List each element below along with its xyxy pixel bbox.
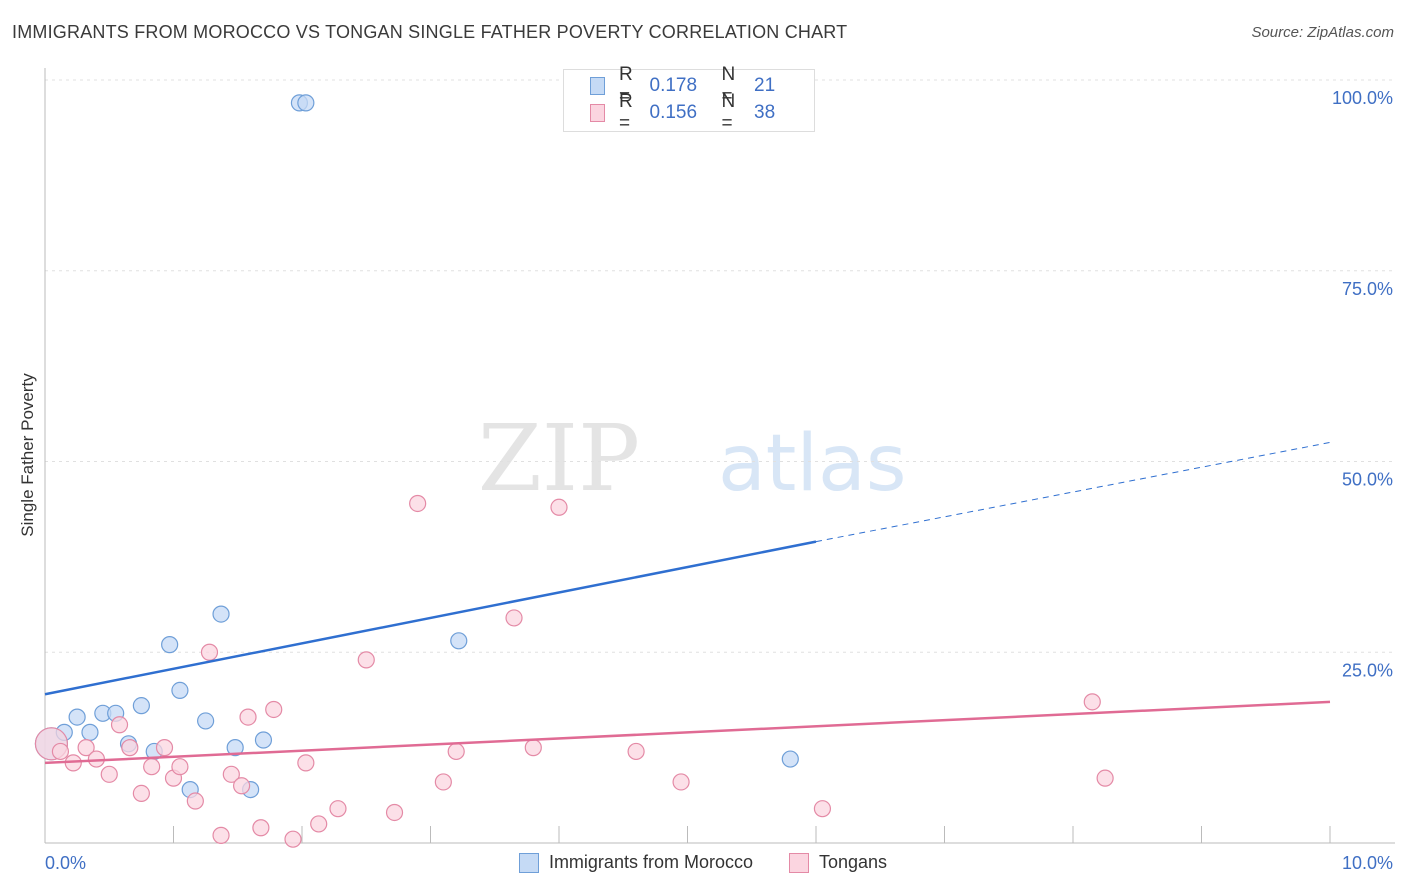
tongans-point xyxy=(813,800,832,818)
y-tick-label: 100.0% xyxy=(1332,88,1393,108)
legend-swatch-tongans xyxy=(590,104,606,122)
morocco-trendline xyxy=(44,540,817,696)
legend-row-morocco: R = 0.178 N = 21 xyxy=(590,64,814,107)
x-tick-label: 10.0% xyxy=(1342,853,1393,873)
tongans-point xyxy=(524,739,542,757)
legend-label-morocco: Immigrants from Morocco xyxy=(548,852,753,872)
legend-r-value: 0.178 xyxy=(649,75,698,96)
morocco-point xyxy=(212,605,230,623)
y-tick-label: 50.0% xyxy=(1342,470,1393,490)
morocco-point xyxy=(197,712,215,730)
tongans-point xyxy=(121,739,139,757)
tongans-point xyxy=(212,826,230,844)
tongans-point xyxy=(143,758,161,776)
legend-item-tongans[interactable]: Tongans xyxy=(788,852,888,873)
legend-swatch-morocco xyxy=(518,852,539,873)
morocco-point xyxy=(171,681,189,700)
tongans-point xyxy=(550,498,568,516)
chart-title: IMMIGRANTS FROM MOROCCO VS TONGAN SINGLE… xyxy=(12,22,848,42)
tongans-point xyxy=(447,742,465,761)
tongans-point xyxy=(51,742,70,761)
watermark-atlas: atlas xyxy=(718,419,907,509)
tongans-point xyxy=(1083,693,1101,711)
legend-n-label: N = xyxy=(721,91,736,134)
tongans-point xyxy=(1096,769,1114,787)
tongans-point xyxy=(132,784,150,803)
tongans-point xyxy=(505,609,523,627)
tongans-point xyxy=(310,815,328,833)
tongans-point xyxy=(672,773,690,791)
morocco-point xyxy=(226,739,244,757)
y-tick-label: 75.0% xyxy=(1342,279,1393,299)
legend-item-morocco[interactable]: Immigrants from Morocco xyxy=(518,852,753,873)
tongans-point xyxy=(252,819,270,837)
correlation-legend: R = 0.178 N = 21 R = 0.156 N = 38 xyxy=(563,64,815,134)
morocco-point xyxy=(781,750,799,768)
tongans-point xyxy=(297,754,315,772)
morocco-point xyxy=(132,697,150,715)
tongans-point xyxy=(239,708,257,726)
tongans-point xyxy=(265,700,283,719)
legend-n-value: 21 xyxy=(754,75,776,96)
series-legend: Immigrants from Morocco Tongans xyxy=(0,852,1406,873)
tongans-point xyxy=(200,643,219,661)
tongans-point xyxy=(627,742,645,761)
morocco-point xyxy=(68,708,86,726)
legend-swatch-morocco xyxy=(590,77,606,95)
tongans-trendline xyxy=(44,700,1331,765)
y-tick-label: 25.0% xyxy=(1342,660,1393,680)
morocco-point xyxy=(81,723,99,741)
tongans-point xyxy=(434,773,452,791)
morocco-point xyxy=(450,632,468,650)
morocco-point xyxy=(161,636,179,654)
tongans-point xyxy=(329,800,347,818)
legend-r-label: R = xyxy=(619,91,633,134)
morocco-point xyxy=(254,731,273,749)
legend-row-tongans: R = 0.156 N = 38 xyxy=(590,91,814,134)
tongans-point xyxy=(110,716,129,734)
tongans-point xyxy=(409,494,427,513)
tongans-point xyxy=(155,739,174,757)
tongans-point xyxy=(100,765,118,783)
tongans-point xyxy=(233,777,251,795)
watermark-zip: ZIP xyxy=(478,405,640,512)
source-label: Source: ZipAtlas.com xyxy=(1251,24,1394,41)
tongans-point xyxy=(357,651,375,669)
tongans-point xyxy=(186,792,204,810)
morocco-point xyxy=(297,94,315,112)
legend-n-value: 38 xyxy=(754,102,776,123)
tongans-point xyxy=(222,765,240,783)
tongans-point xyxy=(385,803,404,822)
legend-label-tongans: Tongans xyxy=(818,852,888,872)
tongans-point xyxy=(77,739,95,757)
tongans-point xyxy=(284,830,302,848)
legend-n-label: N = xyxy=(721,64,736,107)
legend-swatch-tongans xyxy=(788,852,809,873)
tongans-point xyxy=(171,758,189,776)
legend-r-label: R = xyxy=(619,64,633,107)
x-tick-label: 0.0% xyxy=(45,853,86,873)
legend-r-value: 0.156 xyxy=(649,102,698,123)
